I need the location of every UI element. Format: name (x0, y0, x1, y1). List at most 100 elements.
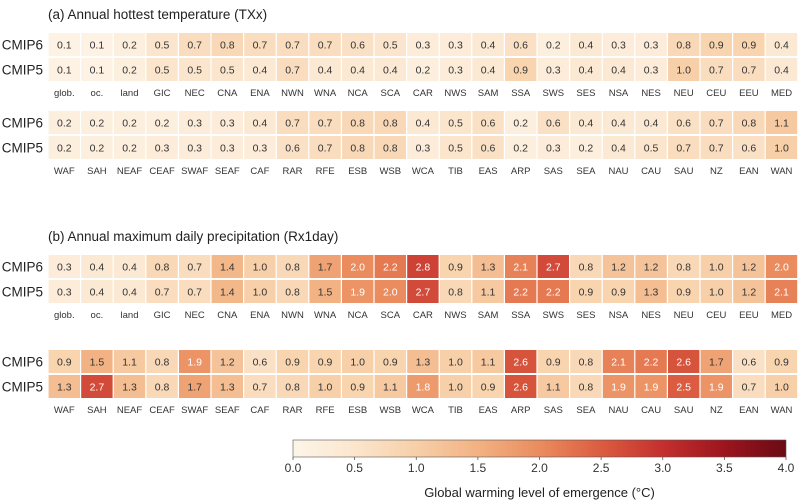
heat-cell (505, 136, 537, 159)
region-label: MED (771, 310, 792, 321)
cell-value-label: 0.4 (253, 65, 268, 77)
cell-value-label: 1.9 (644, 382, 659, 394)
heat-cell (505, 33, 537, 56)
cell-value-label: 0.9 (579, 287, 594, 299)
cell-value-label: 1.3 (122, 382, 137, 394)
heat-cell (472, 111, 504, 134)
cell-value-label: 0.8 (742, 118, 757, 130)
cell-value-label: 0.4 (644, 118, 659, 130)
heat-cell (602, 350, 635, 373)
heat-cell (439, 33, 472, 56)
region-label: SAU (674, 405, 694, 416)
heat-cell (179, 33, 211, 56)
heat-cell (505, 350, 537, 373)
cell-value-label: 1.2 (644, 262, 659, 274)
cell-value-label: 0.6 (513, 40, 528, 52)
cell-value-label: 0.4 (416, 118, 431, 130)
cell-value-label: 0.7 (709, 118, 724, 130)
cell-value-label: 0.5 (187, 65, 202, 77)
region-label: TIB (448, 405, 463, 416)
heat-cell (309, 58, 341, 81)
cell-value-label: 2.1 (513, 262, 528, 274)
region-label: WCA (412, 166, 435, 177)
cell-value-label: 1.4 (220, 262, 235, 274)
heat-cell (146, 375, 178, 398)
cell-value-label: 0.3 (644, 40, 659, 52)
heat-cell (668, 33, 700, 56)
heat-cell (765, 350, 798, 373)
heat-cell (472, 58, 504, 81)
cell-value-label: 1.3 (481, 262, 496, 274)
heat-cell (439, 58, 472, 81)
heat-cell (146, 350, 178, 373)
cell-value-label: 0.9 (676, 287, 691, 299)
cell-value-label: 0.3 (155, 143, 170, 155)
heat-cell (342, 280, 374, 303)
heat-cell (472, 375, 504, 398)
cell-value-label: 1.0 (709, 262, 724, 274)
heat-cell (48, 280, 80, 303)
cell-value-label: 1.5 (90, 357, 105, 369)
cell-value-label: 0.4 (350, 65, 365, 77)
heat-cell (439, 375, 472, 398)
heat-cell (668, 136, 700, 159)
row-label-cmip5: CMIP5 (2, 63, 43, 78)
heat-cell (733, 111, 765, 134)
region-label: oc. (91, 310, 104, 321)
heat-cell (765, 375, 798, 398)
cell-value-label: 0.8 (285, 287, 300, 299)
cell-value-label: 0.2 (57, 143, 72, 155)
cell-value-label: 0.7 (253, 382, 268, 394)
cell-value-label: 0.2 (513, 143, 528, 155)
heat-cell (570, 111, 602, 134)
cell-value-label: 2.1 (774, 287, 789, 299)
region-label: MED (771, 88, 792, 99)
heat-cell (733, 280, 765, 303)
heat-cell (733, 255, 765, 278)
heat-cell (765, 136, 798, 159)
cell-value-label: 0.7 (709, 143, 724, 155)
heat-cell (733, 33, 765, 56)
heat-cell (602, 136, 635, 159)
cell-value-label: 0.3 (220, 118, 235, 130)
heat-cell (472, 33, 504, 56)
heat-cell (342, 136, 374, 159)
region-label: glob. (54, 310, 75, 321)
cell-value-label: 0.6 (350, 40, 365, 52)
cell-value-label: 0.2 (122, 65, 137, 77)
heat-cell (309, 33, 341, 56)
cell-value-label: 0.7 (709, 65, 724, 77)
cell-value-label: 0.9 (285, 357, 300, 369)
heat-cell (179, 350, 211, 373)
cell-value-label: 0.4 (774, 65, 789, 77)
colorbar (292, 439, 787, 458)
cell-value-label: 1.2 (611, 262, 626, 274)
region-label: NZ (710, 405, 723, 416)
region-label: NSA (609, 88, 629, 99)
heat-cell (113, 33, 146, 56)
cell-value-label: 0.9 (546, 357, 561, 369)
heat-cell (700, 136, 732, 159)
region-label: WCA (412, 405, 435, 416)
cell-value-label: 0.9 (481, 382, 496, 394)
heat-cell (342, 350, 374, 373)
heat-cell (81, 350, 113, 373)
cell-value-label: 0.3 (644, 65, 659, 77)
region-label: SSA (511, 88, 531, 99)
cell-value-label: 0.8 (220, 40, 235, 52)
heat-cell (211, 350, 243, 373)
cell-value-label: 1.0 (709, 287, 724, 299)
cell-value-label: 0.6 (742, 143, 757, 155)
cell-value-label: 1.1 (546, 382, 561, 394)
cell-value-label: 0.2 (122, 118, 137, 130)
cell-value-label: 1.1 (481, 287, 496, 299)
cell-value-label: 0.3 (187, 143, 202, 155)
cell-value-label: 2.1 (611, 357, 626, 369)
region-label: EEU (739, 310, 759, 321)
region-label: RAR (282, 405, 302, 416)
cell-value-label: 1.1 (122, 357, 137, 369)
heat-cell (276, 375, 309, 398)
cell-value-label: 0.4 (318, 65, 333, 77)
cell-value-label: 0.4 (579, 40, 594, 52)
heat-cell (179, 255, 211, 278)
